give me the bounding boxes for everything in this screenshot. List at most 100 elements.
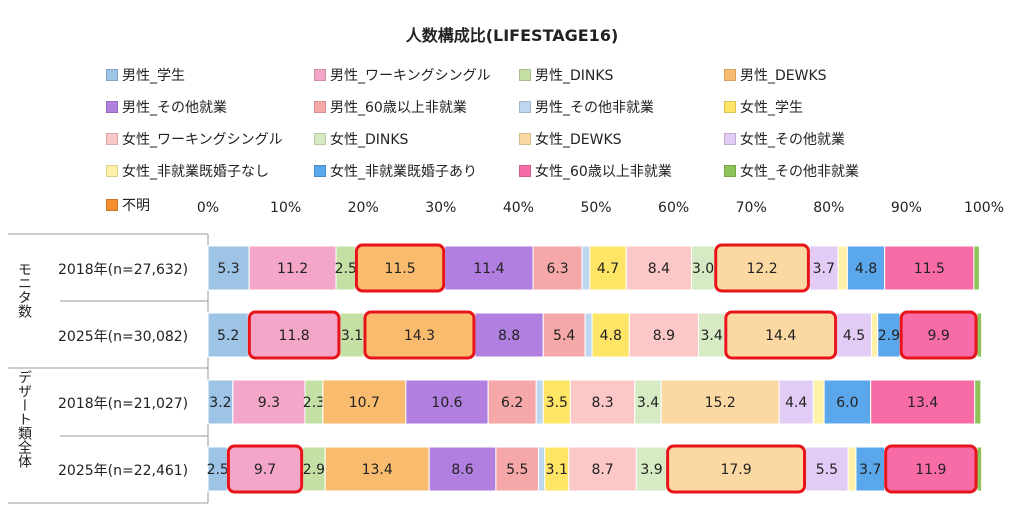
data-label: 11.8 (279, 328, 310, 344)
legend-swatch (519, 101, 531, 113)
data-label: 9.9 (927, 328, 949, 344)
category-label: 2025年(n=30,082) (58, 329, 189, 345)
legend-swatch (106, 101, 118, 113)
legend-item: 女性_DEWKS (519, 130, 622, 150)
group-label: デザート類全体 (16, 370, 32, 468)
data-label: 3.7 (813, 261, 835, 277)
bar-segment (976, 312, 983, 358)
bar-segment (248, 245, 337, 291)
bar-segment (976, 446, 983, 492)
legend-swatch (519, 165, 531, 177)
legend-swatch (314, 101, 326, 113)
legend-swatch (106, 133, 118, 145)
data-label: 2.5 (207, 462, 229, 478)
legend-item: 女性_非就業既婚子なし (106, 162, 269, 182)
legend-item: 男性_60歳以上非就業 (314, 98, 467, 118)
group-label: モニタ数 (16, 262, 32, 318)
data-label: 8.9 (653, 328, 675, 344)
bar-segment (697, 312, 726, 358)
bar-segment (584, 312, 593, 358)
category-label: 2018年(n=27,632) (58, 262, 189, 278)
legend-swatch (314, 165, 326, 177)
x-tick-label: 30% (425, 200, 457, 216)
data-label: 5.4 (553, 328, 575, 344)
data-label: 11.4 (473, 261, 504, 277)
data-label: 11.2 (277, 261, 308, 277)
data-label: 13.4 (362, 462, 393, 478)
bar-segment (660, 379, 780, 425)
legend-label: 女性_その他就業 (740, 132, 845, 148)
legend-label: 男性_学生 (122, 68, 185, 84)
legend-swatch (314, 133, 326, 145)
legend-label: 女性_非就業既婚子あり (330, 164, 477, 180)
data-label: 14.3 (404, 328, 435, 344)
legend-label: 男性_その他就業 (122, 100, 227, 116)
data-label: 8.6 (451, 462, 473, 478)
legend-item: 男性_ワーキングシングル (314, 66, 491, 86)
data-label: 3.1 (341, 328, 363, 344)
bar-segment (589, 245, 627, 291)
category-label: 2025年(n=22,461) (58, 463, 189, 479)
legend-label: 男性_DEWKS (740, 68, 827, 84)
data-label: 9.3 (258, 395, 280, 411)
bar-segment (666, 446, 807, 492)
highlight-box (899, 310, 978, 360)
bar-segment (724, 312, 838, 358)
data-label: 15.2 (705, 395, 736, 411)
data-label: 10.7 (349, 395, 380, 411)
bar-segment (405, 379, 489, 425)
data-label: 2.5 (335, 261, 357, 277)
bar-segment (487, 379, 537, 425)
highlight-box (666, 444, 807, 494)
bar-segment (495, 446, 540, 492)
highlight-box (354, 243, 446, 293)
legend-label: 女性_学生 (740, 100, 803, 116)
legend-label: 女性_非就業既婚子なし (122, 164, 269, 180)
highlight-box (247, 310, 341, 360)
highlight-box (226, 444, 304, 494)
data-label: 3.9 (640, 462, 662, 478)
bar-segment (974, 379, 982, 425)
bar-segment (635, 446, 668, 492)
data-label: 3.4 (700, 328, 722, 344)
bar-segment (625, 245, 692, 291)
data-label: 3.2 (209, 395, 231, 411)
bar-segment (207, 245, 250, 291)
bar-segment (634, 379, 662, 425)
data-label: 3.7 (859, 462, 881, 478)
data-label: 4.4 (785, 395, 807, 411)
x-tick-label: 80% (813, 200, 845, 216)
data-label: 11.5 (914, 261, 945, 277)
bar-segment (870, 379, 976, 425)
bar-segment (847, 446, 857, 492)
data-label: 6.0 (836, 395, 858, 411)
data-label: 5.5 (816, 462, 838, 478)
bar-segment (855, 446, 886, 492)
legend-label: 男性_60歳以上非就業 (330, 100, 467, 116)
highlight-box (724, 310, 838, 360)
legend-item: 女性_60歳以上非就業 (519, 162, 672, 182)
data-label: 3.5 (546, 395, 568, 411)
legend-label: 男性_その他非就業 (535, 100, 654, 116)
bar-segment (884, 245, 975, 291)
data-label: 4.8 (600, 328, 622, 344)
bar-segment (535, 379, 544, 425)
data-label: 12.2 (746, 261, 777, 277)
legend-swatch (106, 69, 118, 81)
legend-swatch (724, 165, 736, 177)
legend-label: 男性_ワーキングシングル (330, 68, 491, 84)
legend-label: 女性_DEWKS (535, 132, 622, 148)
legend-item: 男性_DINKS (519, 66, 613, 86)
legend-swatch (314, 69, 326, 81)
legend-label: 女性_その他非就業 (740, 164, 859, 180)
x-tick-label: 0% (196, 200, 220, 216)
legend-item: 男性_その他非就業 (519, 98, 654, 118)
legend-item: 女性_非就業既婚子あり (314, 162, 477, 182)
bar-segment (812, 379, 825, 425)
legend-item: 女性_その他就業 (724, 130, 845, 150)
data-label: 10.6 (431, 395, 462, 411)
legend-swatch (724, 69, 736, 81)
bar-segment (226, 446, 304, 492)
bar-segment (428, 446, 497, 492)
legend-item: 女性_DINKS (314, 130, 408, 150)
